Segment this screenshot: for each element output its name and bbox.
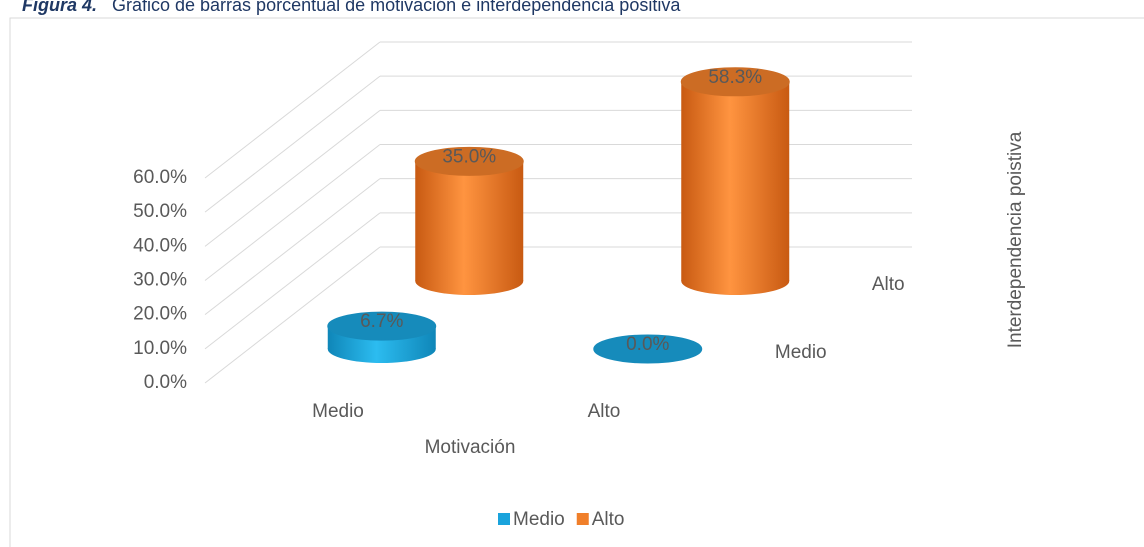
bar-top — [327, 311, 437, 341]
grid-line — [204, 178, 381, 316]
chart-title: Gráfico de barras porcentual de motivaci… — [112, 0, 681, 15]
bar-body — [681, 81, 790, 281]
y-tick-label: 20.0% — [133, 304, 187, 325]
legend-label: Alto — [592, 509, 625, 530]
grid-line — [204, 246, 381, 384]
x-tick-label: Medio — [312, 401, 364, 422]
legend-swatch — [498, 513, 510, 525]
data-label: 58.3% — [708, 67, 762, 88]
grid-line — [204, 109, 381, 247]
y-tick-label: 30.0% — [133, 270, 187, 291]
bar — [680, 67, 790, 295]
x-tick-label: Alto — [588, 401, 621, 422]
bar-top — [414, 146, 524, 176]
y-tick-label: 10.0% — [133, 338, 187, 359]
y-tick-label: 40.0% — [133, 235, 187, 256]
grid-line — [204, 41, 381, 179]
bar — [414, 146, 524, 295]
y-tick-label: 50.0% — [133, 201, 187, 222]
bar-top — [593, 334, 703, 364]
depth-tick-label: Medio — [775, 342, 827, 363]
grid-line — [204, 75, 381, 213]
bar — [593, 334, 703, 364]
figure-label: Figura 4. — [22, 0, 97, 15]
legend-label: Medio — [513, 509, 565, 530]
x-axis-label: Motivación — [425, 437, 516, 458]
y-tick-label: 60.0% — [133, 167, 187, 188]
grid-line — [204, 144, 381, 281]
bar-body — [415, 161, 524, 281]
depth-axis-label: Interdependencia poistiva — [1005, 131, 1026, 348]
legend-swatch — [576, 513, 589, 525]
bar-top — [680, 67, 790, 97]
data-label: 6.7% — [360, 311, 403, 332]
data-label: 35.0% — [442, 146, 496, 167]
grid-line — [204, 212, 381, 350]
bar — [327, 311, 437, 363]
data-label: 0.0% — [626, 334, 669, 355]
chart-frame — [9, 17, 1144, 547]
y-tick-label: 0.0% — [144, 372, 187, 393]
depth-tick-label: Alto — [872, 274, 905, 295]
